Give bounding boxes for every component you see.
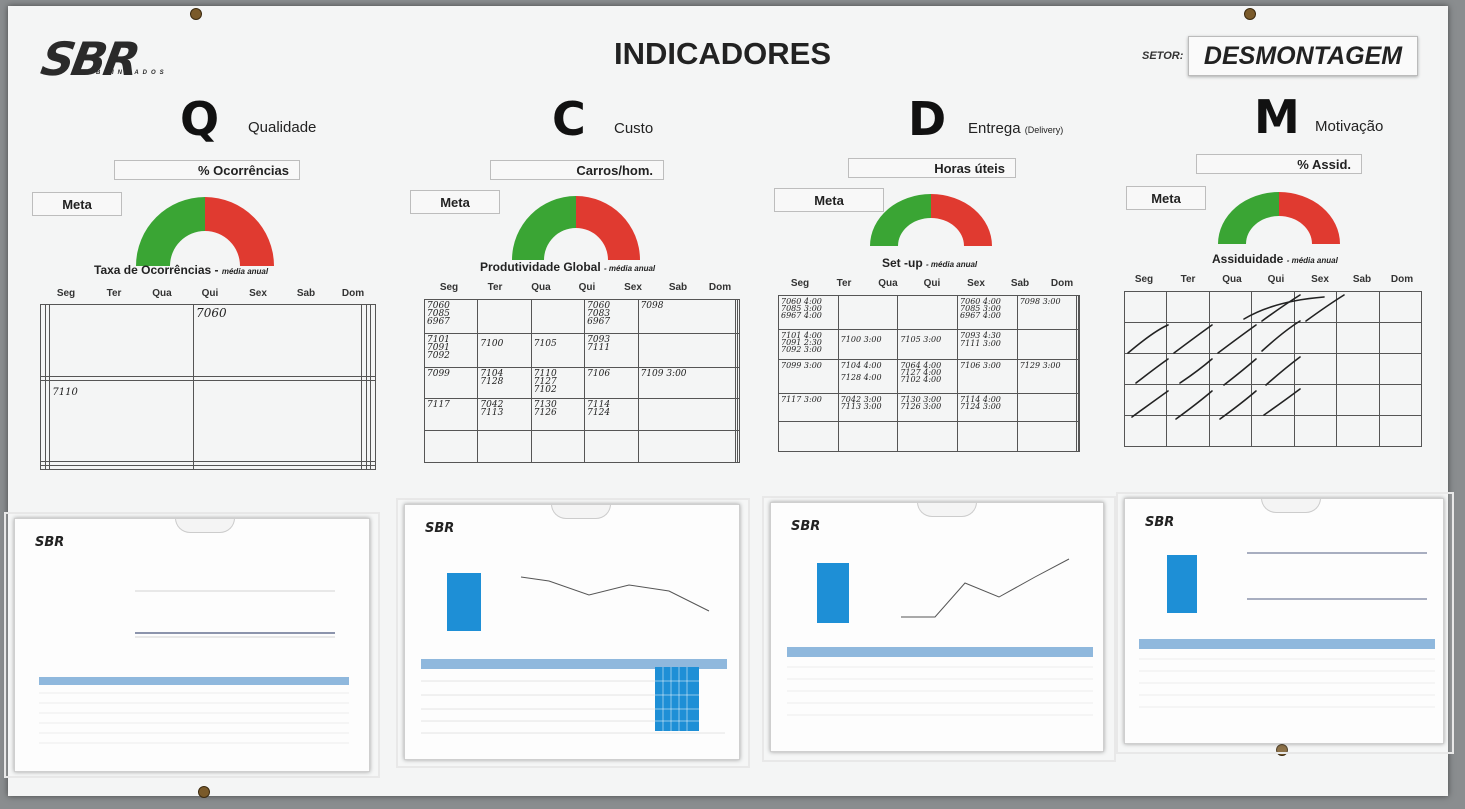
days-header-q: Seg Ter Qua Qui Sex Sab Dom [56, 288, 365, 299]
caption-d: Set -up - média anual [882, 256, 978, 270]
sbr-logo: SBR [37, 32, 142, 86]
report-sheet-c: SBR [404, 504, 740, 760]
indicator-letter-d: D [908, 92, 947, 146]
board-title: INDICADORES [614, 36, 832, 71]
sheet-logo: SBR [1145, 515, 1175, 530]
unit-label-q: % Ocorrências [114, 160, 300, 180]
setor-label: SETOR: [1142, 50, 1184, 62]
sheet-logo: SBR [35, 535, 65, 550]
unit-label-m: % Assid. [1196, 154, 1362, 174]
report-sheet-q: SBR [14, 518, 370, 772]
unit-label-d: Horas úteis [848, 158, 1016, 178]
report-sheet-d: SBR [770, 502, 1104, 752]
indicator-board: SBR BLINDADOS INDICADORES SETOR: DESMONT… [4, 6, 1454, 798]
gauge-m [1218, 192, 1340, 244]
gauge-d [870, 194, 992, 246]
indicator-name-c: Custo [614, 120, 654, 137]
screw [190, 8, 202, 20]
sheet-chart-q [39, 590, 349, 744]
meta-box-c: Meta [410, 190, 500, 214]
caption-c: Produtividade Global - média anual [480, 260, 656, 274]
caption-m: Assiduidade - média anual [1212, 252, 1338, 266]
attendance-check-strokes [1127, 294, 1345, 420]
gauge-c [512, 196, 640, 260]
days-header-m: Seg Ter Qua Qui Sex Sab Dom [1134, 274, 1414, 285]
meta-box-m: Meta [1126, 186, 1206, 210]
days-header-c: Seg Ter Qua Qui Sex Sab Dom [439, 282, 732, 293]
meta-box-q: Meta [32, 192, 122, 216]
week-grid-m [1123, 291, 1423, 447]
sheet-logo: SBR [791, 519, 821, 534]
setor-value: DESMONTAGEM [1188, 36, 1418, 76]
indicator-letter-c: C [552, 92, 586, 146]
week-grid-c: 7060 7085 6967 7060 7083 6967 7098 7101 70… [423, 298, 740, 464]
meta-box-d: Meta [774, 188, 884, 212]
screw [1244, 8, 1256, 20]
screw [198, 786, 210, 798]
indicator-name-q: Qualidade [248, 119, 317, 136]
gauge-q [136, 197, 274, 266]
sheet-chart-c [421, 573, 727, 734]
sheet-logo: SBR [425, 521, 455, 536]
indicator-name-d: Entrega (Delivery) [968, 120, 1064, 137]
indicator-letter-m: M [1254, 90, 1300, 144]
caption-q: Taxa de Ocorrências - média anual [94, 263, 269, 277]
sbr-logo-subtitle: BLINDADOS [96, 70, 168, 76]
report-sheet-m: SBR [1124, 498, 1444, 744]
week-grid-d: 7060 4:00 7085 3:00 6967 4:00 7060 4:00 7… [778, 295, 1081, 452]
sheet-chart-m [1139, 552, 1435, 708]
days-header-d: Seg Ter Qua Qui Sex Sab Dom [790, 278, 1074, 289]
week-grid-q: 7060 7110 [40, 304, 376, 471]
indicator-letter-q: Q [180, 92, 220, 146]
sheet-chart-d [787, 558, 1093, 716]
indicator-name-m: Motivação [1315, 118, 1384, 135]
unit-label-c: Carros/hom. [490, 160, 664, 180]
